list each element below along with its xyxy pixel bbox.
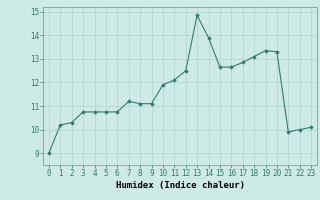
X-axis label: Humidex (Indice chaleur): Humidex (Indice chaleur) — [116, 181, 244, 190]
